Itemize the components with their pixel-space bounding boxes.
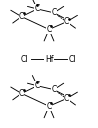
Text: C: C (51, 8, 57, 17)
Text: C: C (35, 81, 40, 90)
Text: C: C (46, 102, 52, 111)
Text: Cl: Cl (21, 55, 28, 64)
Text: C: C (35, 4, 40, 13)
Text: C: C (19, 12, 24, 21)
Text: C: C (64, 17, 69, 26)
Text: C: C (46, 25, 52, 34)
Text: C: C (51, 85, 57, 94)
Text: C: C (19, 89, 24, 98)
Text: C: C (64, 94, 69, 103)
Text: Cl: Cl (69, 55, 76, 64)
Text: Hf: Hf (45, 55, 53, 64)
